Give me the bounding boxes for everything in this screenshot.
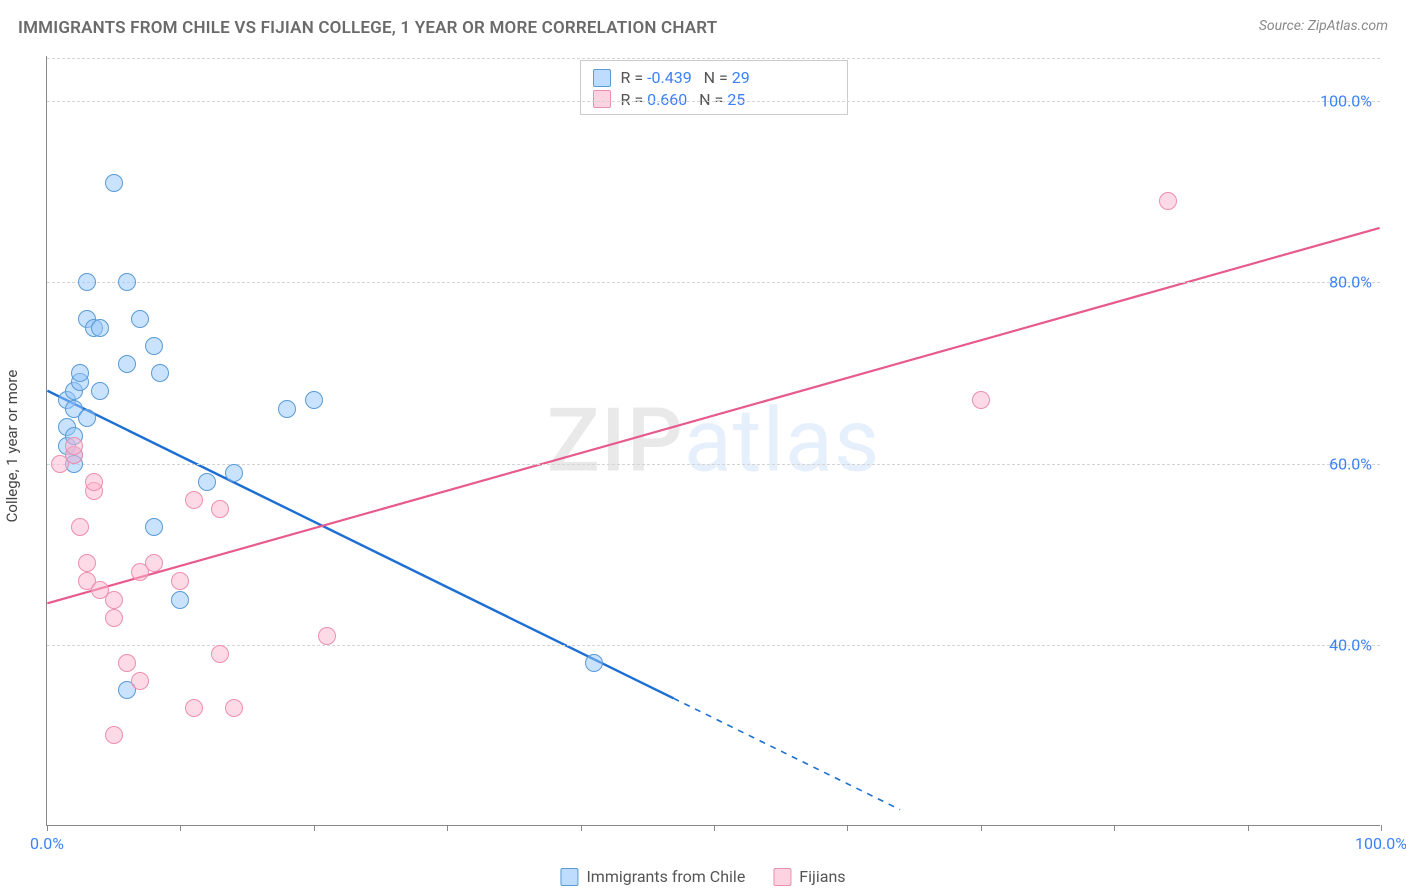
x-tick-mark	[1248, 825, 1249, 831]
data-point	[171, 591, 189, 609]
x-tick-mark	[47, 825, 48, 831]
data-point	[171, 572, 189, 590]
source-name: ZipAtlas.com	[1308, 18, 1388, 34]
data-point	[145, 518, 163, 536]
watermark-zip: ZIP	[547, 389, 684, 492]
data-point	[71, 518, 89, 536]
data-point	[91, 382, 109, 400]
data-point	[145, 337, 163, 355]
x-tick-mark	[447, 825, 448, 831]
gridline-h	[47, 101, 1380, 102]
data-point	[151, 364, 169, 382]
data-point	[585, 654, 603, 672]
y-axis-label: College, 1 year or more	[3, 370, 21, 523]
legend-stats-row: R = -0.439 N = 29	[593, 67, 833, 89]
x-tick-mark	[847, 825, 848, 831]
legend-swatch-icon	[773, 868, 791, 886]
data-point	[118, 355, 136, 373]
x-tick-mark	[1381, 825, 1382, 831]
gridline-h	[47, 645, 1380, 646]
data-point	[71, 364, 89, 382]
data-point	[185, 699, 203, 717]
watermark: ZIPatlas	[547, 389, 881, 492]
legend-stats-row: R = 0.660 N = 25	[593, 89, 833, 111]
trend-lines	[47, 56, 1380, 825]
x-tick-mark	[714, 825, 715, 831]
data-point	[198, 473, 216, 491]
data-point	[972, 391, 990, 409]
legend-series: Immigrants from Chile Fijians	[560, 867, 845, 886]
data-point	[305, 391, 323, 409]
legend-stats: R = -0.439 N = 29R = 0.660 N = 25	[580, 60, 848, 115]
gridline-h	[47, 58, 1380, 59]
x-tick-mark	[981, 825, 982, 831]
legend-stats-text: R = 0.660 N = 25	[621, 89, 746, 111]
data-point	[78, 273, 96, 291]
x-tick-label: 0.0%	[30, 834, 64, 853]
legend-series-label: Fijians	[799, 867, 845, 886]
data-point	[278, 400, 296, 418]
x-tick-mark	[314, 825, 315, 831]
data-point	[105, 174, 123, 192]
x-tick-mark	[180, 825, 181, 831]
y-tick-label: 100.0%	[1320, 92, 1372, 111]
y-tick-label: 40.0%	[1329, 635, 1372, 654]
legend-series-label: Immigrants from Chile	[586, 867, 745, 886]
data-point	[131, 310, 149, 328]
data-point	[65, 437, 83, 455]
data-point	[105, 609, 123, 627]
legend-swatch-icon	[560, 868, 578, 886]
source-credit: Source: ZipAtlas.com	[1259, 18, 1388, 34]
x-tick-mark	[581, 825, 582, 831]
data-point	[131, 672, 149, 690]
data-point	[318, 627, 336, 645]
data-point	[118, 273, 136, 291]
data-point	[91, 319, 109, 337]
data-point	[105, 591, 123, 609]
data-point	[211, 645, 229, 663]
legend-swatch-icon	[593, 90, 611, 108]
chart-title: IMMIGRANTS FROM CHILE VS FIJIAN COLLEGE,…	[18, 18, 1388, 38]
y-tick-label: 80.0%	[1329, 273, 1372, 292]
data-point	[225, 464, 243, 482]
source-label: Source:	[1259, 18, 1308, 34]
data-point	[1159, 192, 1177, 210]
data-point	[118, 654, 136, 672]
data-point	[78, 554, 96, 572]
watermark-atlas: atlas	[684, 389, 880, 492]
data-point	[211, 500, 229, 518]
data-point	[145, 554, 163, 572]
gridline-h	[47, 282, 1380, 283]
plot-area: ZIPatlas R = -0.439 N = 29R = 0.660 N = …	[46, 56, 1380, 826]
legend-swatch-icon	[593, 69, 611, 87]
data-point	[78, 409, 96, 427]
data-point	[225, 699, 243, 717]
data-point	[185, 491, 203, 509]
gridline-h	[47, 464, 1380, 465]
legend-series-item: Immigrants from Chile	[560, 867, 745, 886]
legend-series-item: Fijians	[773, 867, 845, 886]
data-point	[85, 473, 103, 491]
x-tick-label: 100.0%	[1355, 834, 1406, 853]
y-tick-label: 60.0%	[1329, 454, 1372, 473]
x-tick-mark	[1114, 825, 1115, 831]
legend-stats-text: R = -0.439 N = 29	[621, 67, 750, 89]
data-point	[105, 726, 123, 744]
